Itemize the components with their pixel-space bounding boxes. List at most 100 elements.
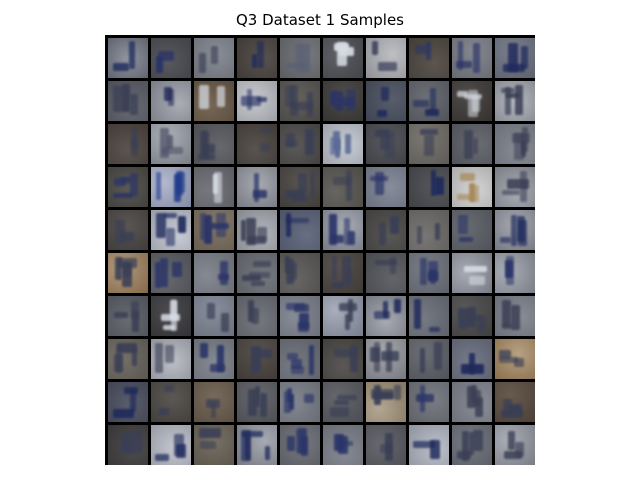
sample-tile: [495, 296, 535, 336]
digit-stroke: [122, 439, 130, 454]
digit-stroke: [499, 357, 518, 363]
digit-stroke: [457, 91, 468, 97]
sample-tile: [409, 124, 449, 164]
digit-stroke: [346, 89, 356, 111]
sample-tile: [366, 296, 406, 336]
sample-tile: [280, 210, 320, 250]
digit-stroke: [462, 431, 469, 461]
sample-tile: [495, 81, 535, 121]
digit-stroke: [295, 43, 302, 72]
sample-tile: [194, 382, 234, 422]
sample-tile: [280, 124, 320, 164]
digit-stroke: [291, 102, 313, 110]
sample-tile: [366, 339, 406, 379]
digit-stroke: [160, 258, 168, 287]
sample-tile: [495, 339, 535, 379]
digit-stroke: [512, 133, 530, 143]
digit-stroke: [214, 172, 222, 203]
digit-stroke: [329, 214, 337, 245]
sample-tile: [108, 339, 148, 379]
sample-tile: [194, 81, 234, 121]
digit-stroke: [375, 172, 384, 195]
digit-stroke: [252, 308, 259, 324]
digit-stroke: [502, 190, 520, 195]
sample-tile: [108, 382, 148, 422]
digit-stroke: [160, 128, 169, 158]
digit-stroke: [251, 281, 265, 286]
digit-stroke: [458, 41, 463, 70]
digit-stroke: [298, 173, 307, 194]
sample-tile: [452, 253, 492, 293]
sample-tile: [495, 382, 535, 422]
sample-tile: [323, 296, 363, 336]
sample-tile: [108, 167, 148, 207]
digit-stroke: [121, 232, 134, 242]
sample-tile: [237, 253, 277, 293]
sample-tile: [409, 167, 449, 207]
digit-stroke: [298, 428, 307, 454]
sample-tile: [108, 81, 148, 121]
digit-stroke: [346, 268, 352, 283]
digit-stroke: [332, 282, 344, 288]
sample-tile: [323, 38, 363, 78]
sample-tile: [495, 210, 535, 250]
digit-stroke: [506, 93, 520, 98]
digit-stroke: [464, 266, 487, 272]
sample-tile: [366, 425, 406, 465]
sample-tile: [194, 425, 234, 465]
digit-stroke: [504, 451, 522, 459]
sample-tile: [151, 124, 191, 164]
sample-tile: [108, 253, 148, 293]
sample-tile: [194, 339, 234, 379]
digit-stroke: [424, 135, 434, 156]
digit-stroke: [330, 407, 349, 417]
digit-stroke: [332, 256, 337, 280]
digit-stroke: [158, 51, 174, 61]
digit-stroke: [207, 303, 215, 319]
digit-stroke: [456, 61, 472, 68]
digit-stroke: [249, 272, 270, 278]
digit-stroke: [200, 131, 207, 156]
digit-stroke: [467, 315, 482, 320]
digit-stroke: [257, 41, 264, 68]
digit-stroke: [254, 173, 259, 202]
digit-stroke: [132, 347, 137, 366]
digit-stroke: [346, 170, 352, 201]
digit-stroke: [216, 213, 226, 237]
digit-stroke: [381, 87, 389, 101]
digit-stroke: [413, 441, 435, 448]
digit-stroke: [413, 100, 429, 107]
sample-tile: [194, 38, 234, 78]
digit-stroke: [241, 220, 246, 241]
digit-stroke: [500, 237, 511, 243]
sample-tile: [495, 425, 535, 465]
digit-stroke: [127, 432, 136, 454]
digit-stroke: [253, 190, 267, 198]
digit-stroke: [156, 213, 166, 238]
digit-stroke: [335, 139, 340, 158]
digit-stroke: [198, 154, 215, 160]
digit-stroke: [502, 300, 511, 327]
sample-tile: [108, 425, 148, 465]
digit-stroke: [372, 41, 378, 55]
digit-stroke: [499, 350, 511, 359]
digit-stroke: [178, 216, 186, 233]
digit-stroke: [117, 343, 137, 353]
digit-stroke: [507, 179, 529, 189]
digit-stroke: [521, 46, 528, 69]
digit-stroke: [374, 385, 381, 405]
digit-stroke: [517, 216, 525, 242]
digit-stroke: [286, 133, 295, 147]
sample-tile: [452, 382, 492, 422]
digit-stroke: [155, 262, 161, 288]
sample-tile: [495, 38, 535, 78]
digit-stroke: [221, 313, 229, 332]
digit-stroke: [213, 174, 218, 194]
digit-stroke: [345, 314, 350, 330]
sample-tile: [409, 339, 449, 379]
digit-stroke: [473, 43, 480, 73]
digit-stroke: [171, 300, 177, 331]
sample-tile: [237, 124, 277, 164]
digit-stroke: [394, 385, 401, 400]
digit-stroke: [501, 410, 523, 418]
